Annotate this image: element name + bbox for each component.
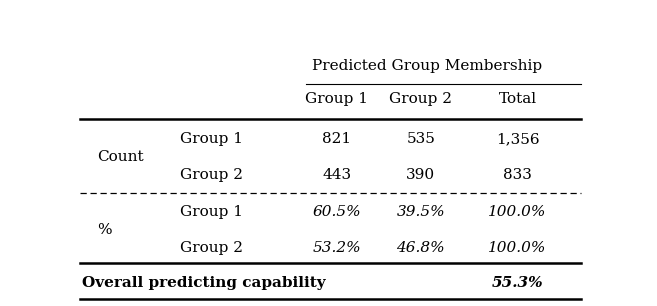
Text: Group 2: Group 2 — [181, 168, 244, 181]
Text: Total: Total — [499, 92, 537, 106]
Text: 535: 535 — [406, 132, 435, 146]
Text: 53.2%: 53.2% — [312, 241, 361, 255]
Text: 39.5%: 39.5% — [396, 205, 445, 219]
Text: Group 2: Group 2 — [181, 241, 244, 255]
Text: 60.5%: 60.5% — [312, 205, 361, 219]
Text: 821: 821 — [322, 132, 351, 146]
Text: 100.0%: 100.0% — [488, 241, 547, 255]
Text: %: % — [97, 223, 112, 237]
Text: 443: 443 — [322, 168, 351, 181]
Text: Group 1: Group 1 — [181, 205, 244, 219]
Text: 55.3%: 55.3% — [491, 276, 543, 290]
Text: Predicted Group Membership: Predicted Group Membership — [312, 59, 542, 73]
Text: 833: 833 — [503, 168, 532, 181]
Text: 390: 390 — [406, 168, 436, 181]
Text: Group 1: Group 1 — [181, 132, 244, 146]
Text: Group 2: Group 2 — [389, 92, 452, 106]
Text: 1,356: 1,356 — [495, 132, 539, 146]
Text: 100.0%: 100.0% — [488, 205, 547, 219]
Text: 46.8%: 46.8% — [396, 241, 445, 255]
Text: Overall predicting capability: Overall predicting capability — [82, 276, 326, 290]
Text: Group 1: Group 1 — [306, 92, 368, 106]
Text: Count: Count — [97, 150, 144, 164]
